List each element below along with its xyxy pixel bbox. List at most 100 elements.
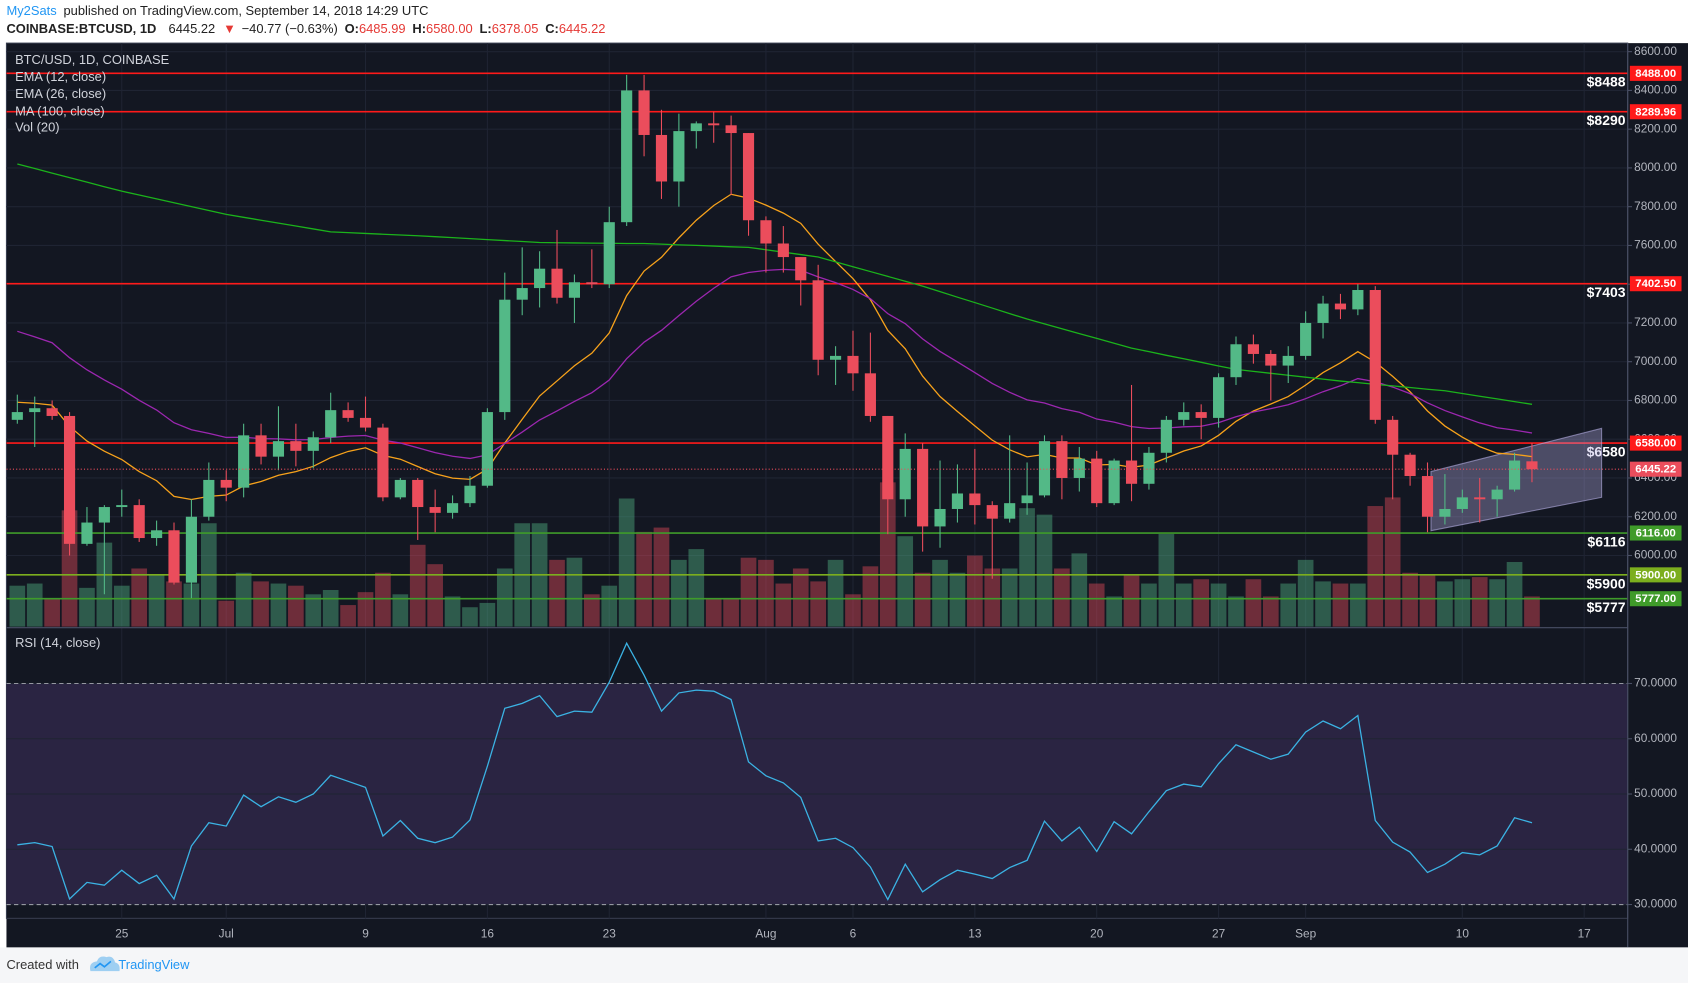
candle-body [1404,454,1416,477]
volume-bar [549,559,565,627]
candle-body [969,493,981,506]
level-note: $5900 [1587,575,1626,591]
volume-bar [584,594,600,627]
ohlc-label: O: [345,22,359,37]
rsi-line [17,641,1533,901]
volume-bar [1054,568,1070,627]
y-tick-label: 7200.00 [1634,315,1677,329]
candle-body [377,427,389,498]
price-badge [1629,104,1682,120]
ohlc-value: 6485.99 [359,22,406,37]
candle-body [325,410,337,438]
candle-body [1073,458,1085,478]
price-badge-label: 6580.00 [1635,438,1676,450]
volume-bar [758,559,774,627]
legend-entry: Vol (20) [15,120,59,135]
candle-body [63,415,76,544]
volume-bar [444,596,461,627]
candle-body [1439,508,1451,517]
level-note: $6116 [1587,533,1625,549]
last-price-badge-label: 6445.22 [1635,464,1676,476]
volume-bar [1489,579,1505,627]
candle-body [760,220,772,244]
price-badge-label: 5900.00 [1635,569,1676,581]
volume-bar [113,585,130,627]
level-note: $8488 [1587,74,1626,90]
candle-body [1491,489,1503,500]
candle-body [1160,419,1172,453]
volume-bar [1158,534,1175,627]
pane-title: RSI (14, close) [15,635,100,650]
candle-body [46,408,58,416]
price-badge-label: 8488.00 [1635,68,1676,80]
candle-body [98,507,110,523]
price-badge [1629,276,1682,292]
candle-body [951,493,964,509]
volume-bar [1419,574,1436,627]
x-tick-label: 20 [1090,927,1104,941]
candle-body [1247,344,1259,354]
candle-body [272,441,285,457]
level-note: $5777 [1587,599,1626,615]
footer-brand[interactable]: TradingView [118,957,190,972]
volume-bar [932,559,948,627]
volume-bar [1262,596,1279,627]
volume-bar [1123,574,1140,627]
candle-body [708,123,720,126]
x-tick-label: 27 [1212,927,1225,941]
volume-bar [984,568,1001,627]
candle-body [307,437,319,451]
candle-body [133,505,145,539]
volume-bar [688,549,705,627]
volume-bar [1019,508,1035,627]
ma-line [17,193,1533,501]
y-tick-label: 30.0000 [1634,897,1677,911]
candle-body [830,355,842,360]
volume-bar [9,585,26,627]
candle-body [638,90,650,135]
volume-bar [392,594,409,627]
volume-bar [1106,596,1122,627]
volume-bar [827,559,844,627]
volume-bar [618,498,635,627]
level-note: $6580 [1587,443,1626,459]
candle-body [220,479,232,488]
candle-body [986,505,998,519]
volume-bar [479,602,496,627]
y-tick-label: 6200.00 [1634,509,1677,523]
volume-bar [305,594,322,627]
volume-bar [1228,596,1244,627]
level-note: $7403 [1587,284,1626,300]
x-tick-label: 17 [1578,927,1591,941]
author[interactable]: My2Sats [6,3,56,18]
volume-bar [1454,579,1471,627]
candle-body [568,282,580,298]
candle-body [1091,458,1103,504]
candle-body [168,530,180,583]
volume-bar [409,544,426,627]
volume-bar [235,572,252,627]
y-tick-label: 50.0000 [1634,786,1677,800]
chart-title: BTC/USD, 1D, COINBASE [15,52,170,67]
x-tick-label: 6 [850,927,857,941]
candle-body [812,280,824,360]
y-tick-label: 7000.00 [1634,354,1677,368]
candle-body [1125,460,1138,484]
legend-entry: EMA (12, close) [15,69,106,84]
candle-body [1213,377,1225,418]
candle-body [917,448,929,527]
x-tick-label: Jul [219,927,234,941]
candle-body [1143,452,1155,484]
legend-entry: MA (100, close) [15,103,105,118]
candle-body [1334,303,1347,310]
volume-bar [897,536,914,627]
tradingview-logo[interactable]: TradingView [89,956,190,973]
candle-body [882,415,894,500]
volume-bar [967,555,983,627]
volume-bar [1471,577,1488,627]
candle-body [359,417,372,428]
x-tick-label: 10 [1456,927,1470,941]
x-tick-label: Sep [1295,927,1316,941]
ohlc-label: L: [480,22,492,37]
candle-body [516,288,528,300]
